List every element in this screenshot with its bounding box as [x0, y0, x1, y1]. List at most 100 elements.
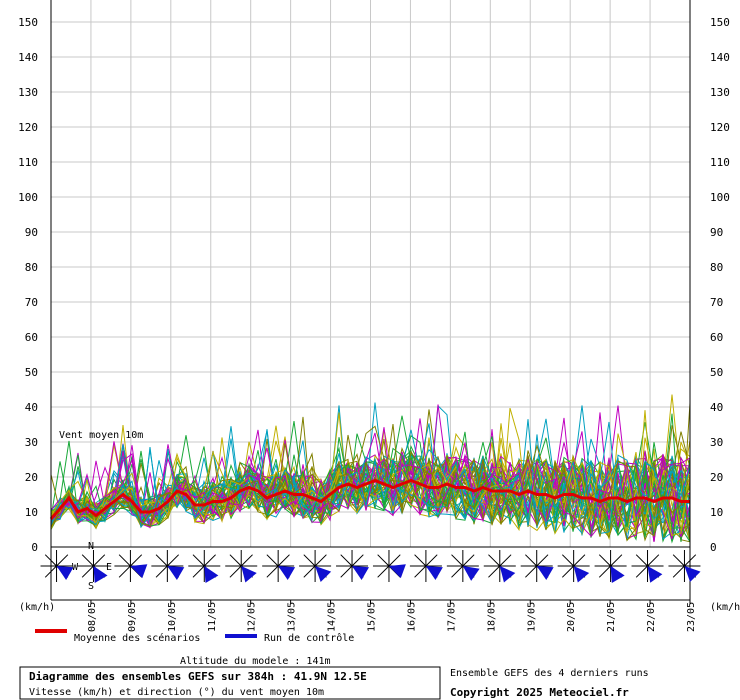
wind-rose-spoke — [277, 554, 290, 567]
wind-rose-spoke — [240, 554, 253, 567]
wind-direction-roses — [40, 550, 701, 583]
wind-rose-spoke — [672, 554, 685, 567]
wind-rose-spoke — [561, 565, 575, 578]
wind-rose — [409, 550, 443, 582]
wind-rose-spoke — [414, 554, 427, 567]
compass-s: S — [88, 581, 94, 592]
wind-rose — [225, 550, 258, 583]
wind-rose-spoke — [229, 565, 242, 578]
mean-series — [49, 478, 690, 520]
y-tick-left: 40 — [25, 401, 38, 414]
wind-rose-spoke — [266, 554, 279, 567]
wind-rose-spoke — [340, 554, 353, 567]
altitude-label: Altitude du modele : 141m — [180, 656, 331, 667]
wind-rose-wedge — [56, 566, 74, 581]
wind-rose-wedge — [684, 566, 701, 583]
wind-rose-spoke — [451, 554, 464, 567]
wind-rose-wedge — [241, 566, 257, 583]
y-tick-right: 150 — [710, 16, 730, 29]
y-tick-right: 50 — [710, 366, 723, 379]
wind-rose-spoke — [525, 565, 538, 578]
wind-rose-spoke — [314, 554, 327, 567]
wind-rose-spoke — [647, 554, 660, 567]
y-tick-labels: 0 0 10 10 20 20 30 30 40 40 50 50 60 60 70 70 80 80 90 90 10… — [18, 16, 730, 554]
wind-rose-spoke — [598, 565, 611, 578]
wind-rose-spoke — [488, 565, 501, 578]
wind-rose-spoke — [536, 554, 549, 567]
ensemble-member-line — [50, 429, 691, 539]
x-tick-label: 13/05 — [287, 602, 298, 632]
y-tick-left: 10 — [25, 506, 38, 519]
y-tick-left: 150 — [18, 16, 38, 29]
wind-rose-spoke — [340, 565, 353, 578]
wind-rose — [188, 550, 221, 583]
y-tick-left: 20 — [25, 471, 38, 484]
wind-rose — [336, 550, 369, 582]
y-tick-right: 130 — [710, 86, 730, 99]
wind-rose — [77, 550, 110, 583]
wind-rose-wedge — [204, 566, 219, 583]
y-tick-left: 130 — [18, 86, 38, 99]
legend-control-label: Run de contrôle — [264, 632, 354, 644]
y-tick-right: 20 — [710, 471, 723, 484]
title-box — [19, 666, 441, 700]
wind-rose — [668, 550, 701, 583]
wind-rose — [446, 550, 480, 582]
y-tick-right: 60 — [710, 331, 723, 344]
x-tick-label: 17/05 — [446, 602, 457, 632]
wind-rose — [483, 550, 516, 583]
y-tick-left: 120 — [18, 121, 38, 134]
wind-rose — [151, 550, 185, 582]
x-tick-label: 21/05 — [606, 602, 617, 632]
y-tick-right: 90 — [710, 226, 723, 239]
y-tick-right: 0 — [710, 541, 717, 554]
legend-control-swatch — [225, 634, 257, 638]
wind-rose — [299, 550, 332, 583]
wind-rose-spoke — [229, 554, 242, 567]
wind-rose-spoke — [525, 554, 538, 567]
wind-rose — [114, 550, 148, 582]
wind-rose-spoke — [635, 565, 648, 578]
wind-rose-wedge — [130, 564, 148, 579]
wind-rose-spoke — [303, 565, 316, 578]
wind-rose-spoke — [499, 554, 512, 567]
mean-series-line — [49, 478, 690, 520]
wind-rose-spoke — [203, 554, 216, 567]
wind-rose-spoke — [155, 565, 168, 578]
wind-rose-wedge — [167, 566, 185, 581]
inner-series-label: Vent moyen 10m — [59, 430, 143, 441]
y-tick-left: 80 — [25, 261, 38, 274]
wind-rose-spoke — [388, 554, 401, 567]
ensemble-members — [50, 394, 691, 544]
wind-rose-spoke — [118, 554, 131, 567]
wind-rose-spoke — [155, 554, 168, 567]
x-tick-label: 12/05 — [247, 602, 258, 632]
wind-rose-spoke — [451, 565, 464, 578]
wind-rose-wedge — [462, 566, 480, 581]
legend-mean-label: Moyenne des scénarios — [74, 632, 200, 644]
wind-rose-spoke — [598, 554, 611, 567]
wind-rose-spoke — [130, 554, 143, 567]
wind-rose-spoke — [610, 554, 623, 567]
compass-e: E — [106, 562, 112, 573]
compass-w: W — [72, 562, 79, 573]
y-tick-left: 70 — [25, 296, 38, 309]
wind-rose-wedge — [647, 566, 663, 583]
x-tick-label: 19/05 — [526, 602, 537, 632]
x-tick-label: 15/05 — [367, 602, 378, 632]
y-tick-left: 60 — [25, 331, 38, 344]
wind-rose-wedge — [93, 566, 108, 583]
wind-rose — [631, 550, 664, 583]
wind-rose-spoke — [166, 554, 180, 567]
y-tick-left: 30 — [25, 436, 38, 449]
ensemble-member-line — [50, 434, 691, 541]
y-tick-right: 80 — [710, 261, 723, 274]
x-tick-labels: 08/05 09/05 10/05 11/05 12/05 13/05 14/05 15/05… — [87, 600, 697, 632]
wind-rose-spoke — [635, 554, 648, 567]
copyright-label: Copyright 2025 Meteociel.fr — [450, 686, 629, 699]
x-tick-label: 18/05 — [486, 602, 497, 632]
legend: Moyenne des scénarios Run de contrôle — [35, 629, 354, 644]
y-tick-left: 90 — [25, 226, 38, 239]
wind-rose-spoke — [118, 565, 131, 578]
chart-title: Diagramme des ensembles GEFS sur 384h : … — [29, 670, 367, 683]
